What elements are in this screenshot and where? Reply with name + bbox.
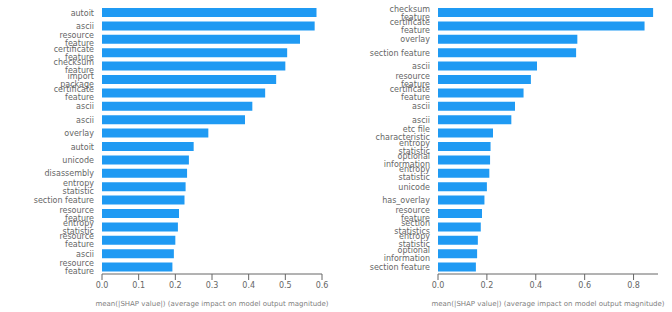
svg-text:overlay: overlay: [400, 35, 430, 44]
svg-text:ascii: ascii: [76, 250, 94, 259]
svg-text:mean(|SHAP value|) (average im: mean(|SHAP value|) (average impact on mo…: [431, 300, 664, 308]
svg-text:ascii: ascii: [76, 116, 94, 125]
svg-text:mean(|SHAP value|) (average im: mean(|SHAP value|) (average impact on mo…: [95, 300, 328, 308]
svg-text:0.6: 0.6: [316, 281, 329, 290]
svg-text:ascii: ascii: [412, 62, 430, 71]
svg-text:0.0: 0.0: [96, 281, 109, 290]
svg-text:ascii: ascii: [412, 102, 430, 111]
svg-text:has_overlay: has_overlay: [382, 196, 430, 205]
svg-text:unicode: unicode: [62, 156, 94, 165]
svg-text:autoit: autoit: [71, 9, 94, 18]
svg-text:certificatefeature: certificatefeature: [390, 18, 430, 35]
svg-text:entropystatistic: entropystatistic: [63, 179, 95, 196]
svg-text:0.4: 0.4: [242, 281, 255, 290]
svg-text:resourcefeature: resourcefeature: [59, 232, 94, 249]
svg-text:certificatefeature: certificatefeature: [54, 85, 94, 102]
svg-text:0.8: 0.8: [627, 281, 640, 290]
svg-text:disassembly: disassembly: [45, 169, 95, 178]
svg-text:0.5: 0.5: [279, 281, 292, 290]
svg-text:0.4: 0.4: [529, 281, 542, 290]
svg-text:ascii: ascii: [412, 116, 430, 125]
svg-text:ascii: ascii: [76, 102, 94, 111]
svg-text:0.0: 0.0: [432, 281, 445, 290]
svg-text:resourcefeature: resourcefeature: [59, 259, 94, 276]
svg-text:0.1: 0.1: [132, 281, 145, 290]
svg-text:optionalinformation: optionalinformation: [384, 246, 430, 263]
svg-text:0.2: 0.2: [481, 281, 494, 290]
svg-text:0.6: 0.6: [578, 281, 591, 290]
svg-text:0.3: 0.3: [206, 281, 219, 290]
svg-text:entropystatistic: entropystatistic: [399, 165, 431, 182]
svg-text:overlay: overlay: [64, 129, 94, 138]
svg-text:section feature: section feature: [370, 263, 430, 272]
svg-text:ascii: ascii: [76, 22, 94, 31]
svg-text:section feature: section feature: [34, 196, 94, 205]
svg-text:section feature: section feature: [370, 49, 430, 58]
svg-text:0.2: 0.2: [169, 281, 182, 290]
svg-text:unicode: unicode: [398, 183, 430, 192]
svg-text:certificatefeature: certificatefeature: [390, 85, 430, 102]
svg-text:autoit: autoit: [71, 143, 94, 152]
